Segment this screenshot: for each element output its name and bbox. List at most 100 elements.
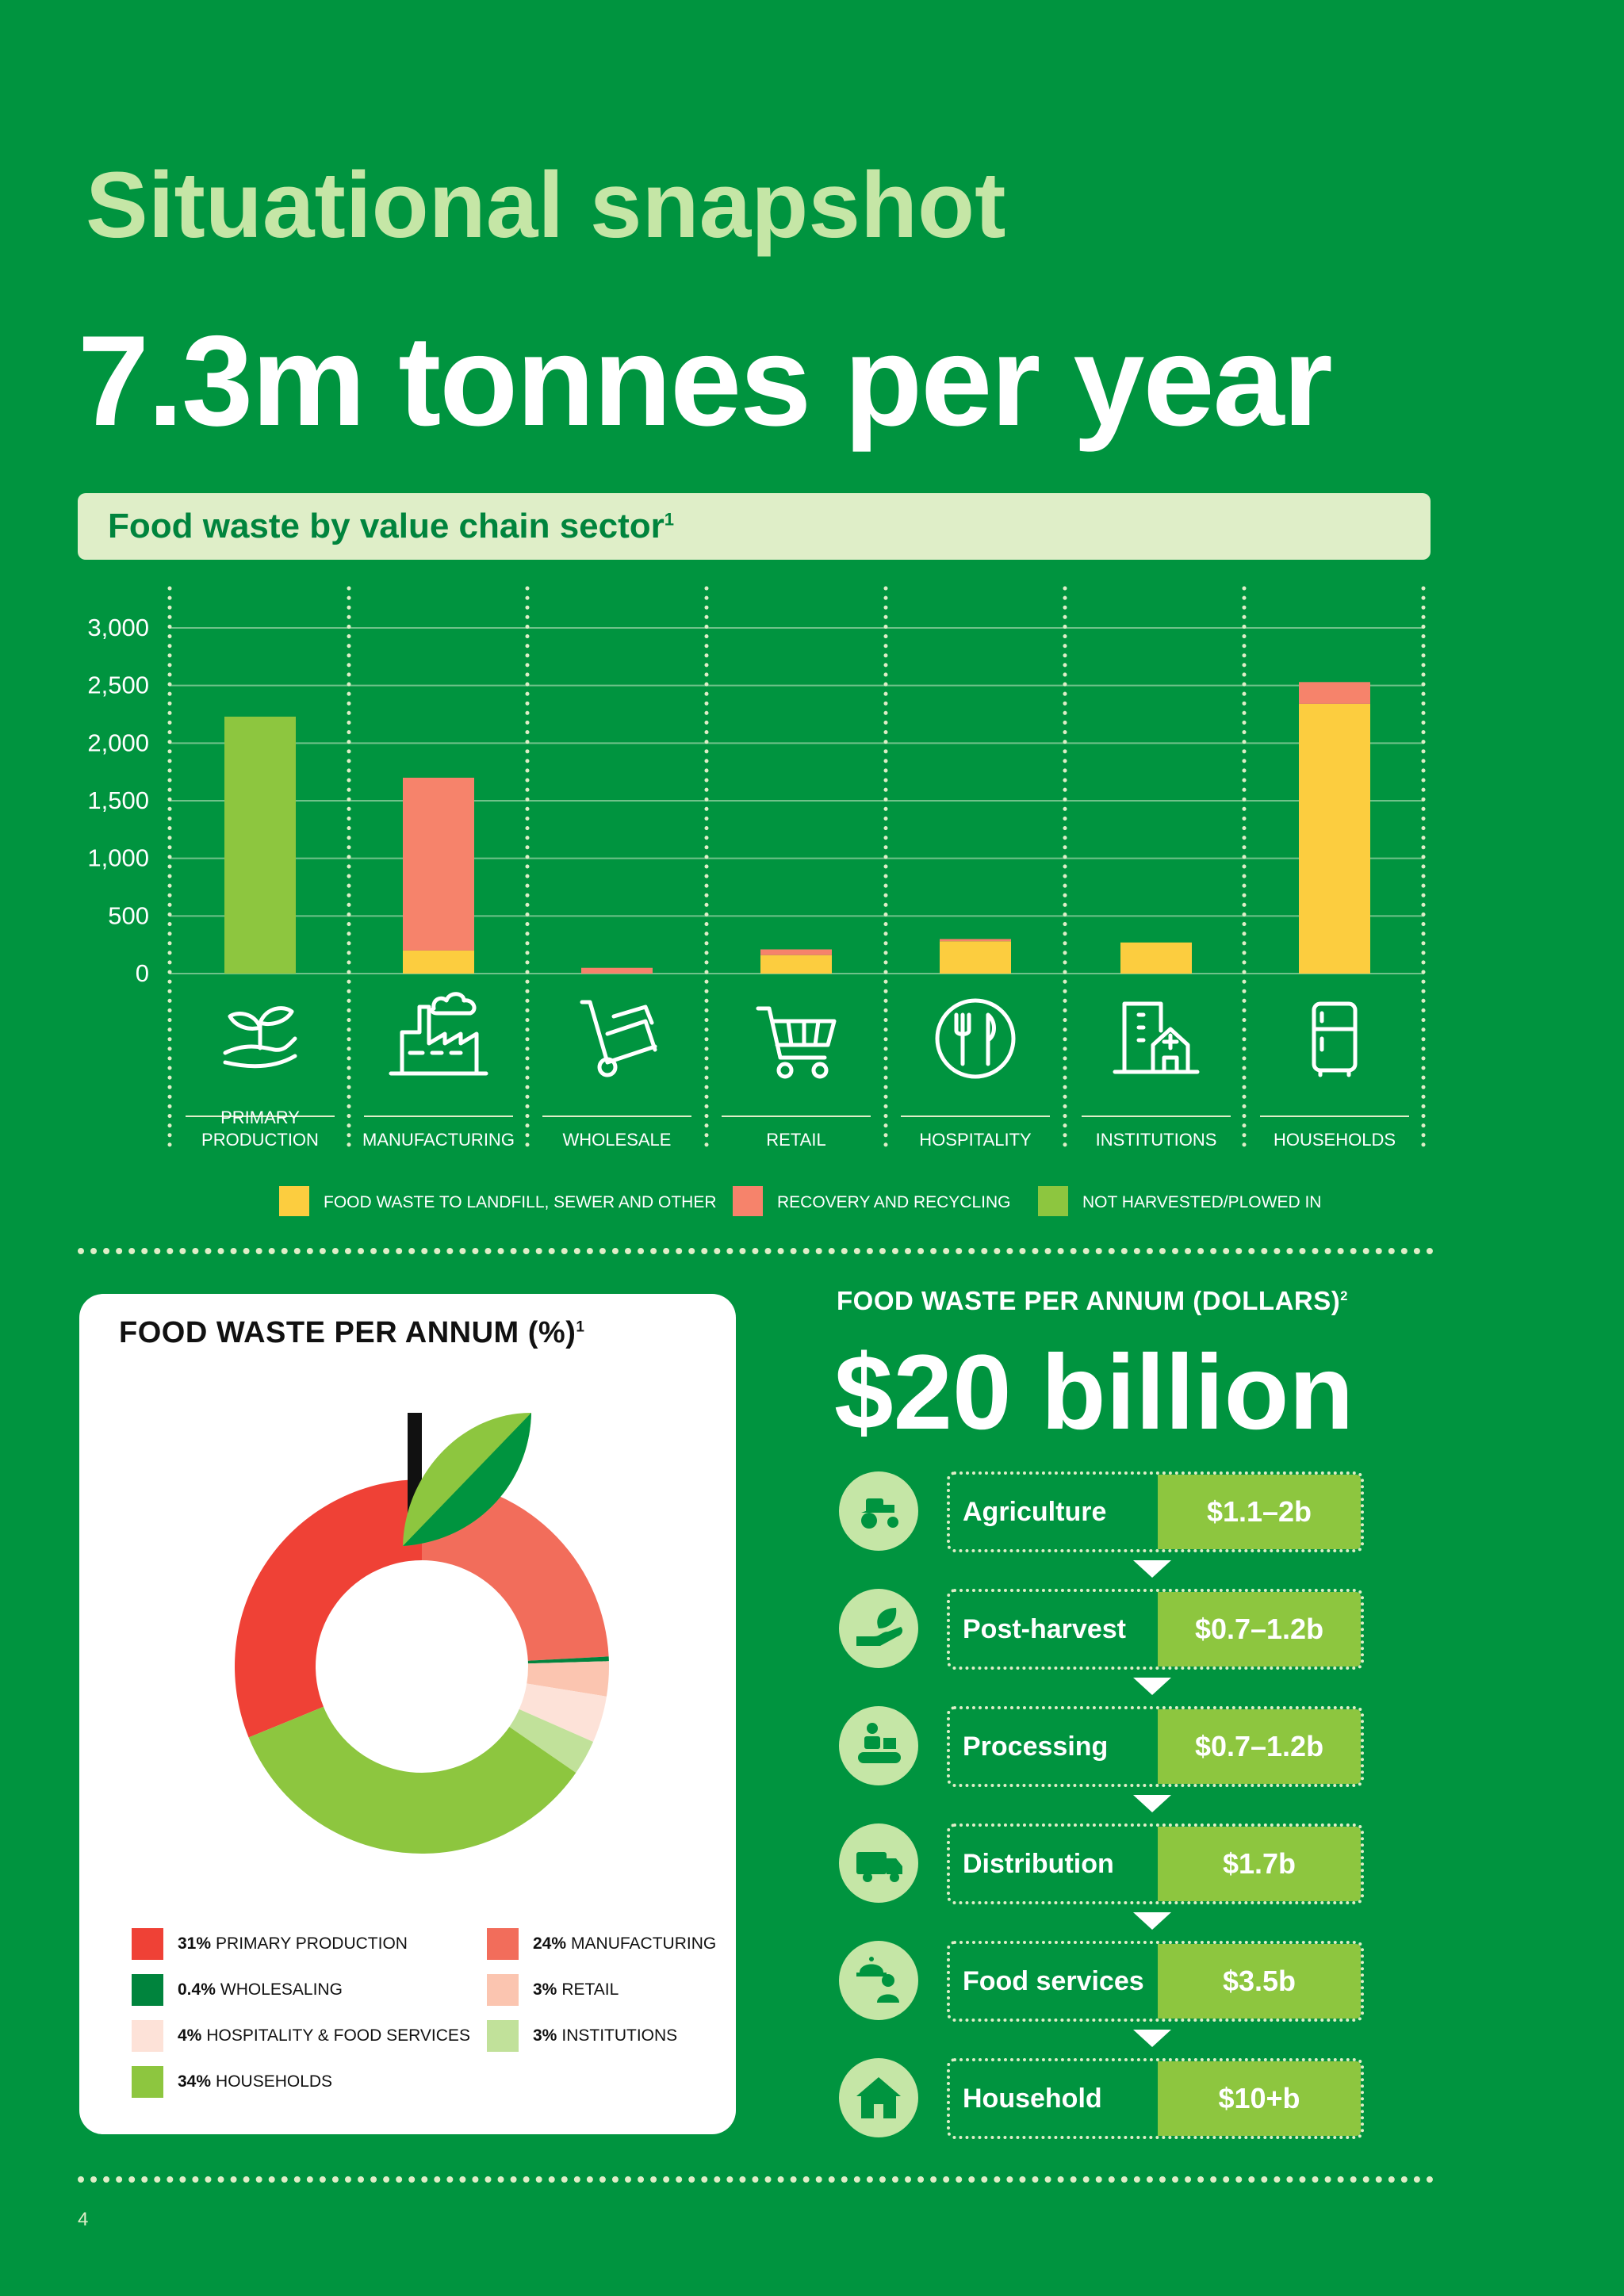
pie-legend-item: 0.4% WHOLESALING — [132, 1974, 343, 2006]
x-category-label: PRIMARY — [220, 1108, 300, 1127]
seedling-hand-icon — [223, 1006, 297, 1069]
factory-icon — [389, 992, 488, 1076]
bar-chart-banner: Food waste by value chain sector1 — [78, 493, 1431, 560]
pie-legend-item: 3% RETAIL — [487, 1974, 619, 2006]
donut-slice — [527, 1661, 609, 1697]
x-category-label: HOUSEHOLDS — [1274, 1130, 1396, 1150]
dollars-total-value: $20 billion — [834, 1334, 1354, 1452]
bar-chart-title: Food waste by value chain sector1 — [108, 507, 674, 546]
donut-slice — [248, 1706, 576, 1854]
pie-legend-swatch — [132, 2066, 163, 2098]
value-chain-row: Household $10+b — [839, 2058, 1364, 2139]
legend-label: FOOD WASTE TO LANDFILL, SEWER AND OTHER — [324, 1193, 717, 1211]
pie-legend-label: MANUFACTURING — [571, 1934, 717, 1953]
pie-legend-item: 31% PRIMARY PRODUCTION — [132, 1928, 408, 1960]
pie-legend-percent: 24% — [533, 1934, 567, 1953]
bar-chart: 3,000 2,500 2,000 1,500 1,000 500 0 PRIMARY PROD… — [87, 586, 1426, 1216]
x-category-label: HOSPITALITY — [919, 1130, 1032, 1150]
pie-legend-label: WHOLESALING — [220, 1980, 343, 1999]
hand-leaf-icon — [839, 1589, 918, 1668]
value-chain-amount: $1.7b — [1158, 1827, 1361, 1901]
bar-segment — [940, 941, 1011, 974]
pie-legend-swatch — [132, 2020, 163, 2052]
y-tick-label: 1,000 — [87, 844, 149, 872]
y-tick-label: 1,500 — [87, 786, 149, 814]
value-chain-label: Food services — [963, 1965, 1144, 1996]
bar-segment — [1299, 682, 1370, 704]
section-divider-top — [78, 1248, 1434, 1254]
bar-chart-title-text: Food waste by value chain sector — [108, 507, 665, 545]
pie-legend-label: INSTITUTIONS — [561, 2026, 678, 2045]
legend-swatch — [279, 1186, 309, 1216]
pie-legend-percent: 34% — [178, 2072, 212, 2091]
pie-legend-label: HOSPITALITY & FOOD SERVICES — [206, 2026, 470, 2045]
value-chain-amount: $0.7–1.2b — [1158, 1592, 1361, 1667]
pie-chart-card: FOOD WASTE PER ANNUM (%)1 31% PRIMARY PRO… — [79, 1294, 736, 2134]
pie-legend-swatch — [487, 1928, 519, 1960]
chain-down-arrow-icon — [1133, 1912, 1171, 1930]
bar-segment — [940, 939, 1011, 942]
apple-leaf-shadow — [403, 1413, 531, 1546]
house-icon — [839, 2058, 918, 2137]
value-chain-box: Distribution $1.7b — [947, 1823, 1364, 1904]
hospital-building-icon — [1113, 1001, 1200, 1074]
pie-legend-percent: 31% — [178, 1934, 212, 1953]
pie-chart-title-footnote: 1 — [576, 1318, 585, 1336]
hand-truck-icon — [580, 1000, 657, 1077]
x-category-label: MANUFACTURING — [362, 1130, 515, 1150]
page-title: Situational snapshot — [86, 153, 1006, 258]
chain-down-arrow-icon — [1133, 1678, 1171, 1695]
shopping-cart-icon — [756, 1006, 837, 1079]
tractor-icon-glyph — [861, 1498, 898, 1529]
plate-cutlery-icon — [935, 998, 1016, 1079]
legend-label: RECOVERY AND RECYCLING — [777, 1193, 1010, 1211]
bar-chart-title-footnote: 1 — [664, 509, 675, 530]
x-category-label: INSTITUTIONS — [1096, 1130, 1217, 1150]
pie-legend-percent: 4% — [178, 2026, 202, 2045]
y-tick-label: 0 — [136, 959, 149, 987]
value-chain-label: Household — [963, 2083, 1102, 2114]
pie-legend-label: RETAIL — [561, 1980, 619, 1999]
bar-segment — [581, 967, 653, 974]
value-chain-row: Processing $0.7–1.2b — [839, 1706, 1364, 1787]
pie-legend-item: 34% HOUSEHOLDS — [132, 2066, 332, 2098]
legend-swatch — [733, 1186, 763, 1216]
donut-chart — [235, 1413, 609, 1854]
pie-legend-percent: 0.4% — [178, 1980, 216, 1999]
legend-label: NOT HARVESTED/PLOWED IN — [1082, 1193, 1321, 1211]
house-icon-glyph — [856, 2077, 901, 2118]
page-number: 4 — [78, 2209, 89, 2230]
value-chain-box: Household $10+b — [947, 2058, 1364, 2139]
conveyor-worker-icon — [839, 1706, 918, 1785]
bar-segment — [1299, 703, 1370, 974]
value-chain-label: Agriculture — [963, 1496, 1107, 1527]
chain-down-arrow-icon — [1133, 2030, 1171, 2047]
value-chain-label: Distribution — [963, 1848, 1114, 1879]
value-chain-row: Post-harvest $0.7–1.2b — [839, 1589, 1364, 1670]
waiter-cloche-icon-glyph — [856, 1957, 899, 2003]
bar-segment — [403, 777, 474, 951]
value-chain-label: Processing — [963, 1731, 1109, 1762]
pie-legend-swatch — [487, 1974, 519, 2006]
value-chain-box: Food services $3.5b — [947, 1941, 1364, 2022]
donut-slice — [235, 1479, 422, 1738]
pie-legend-label: PRIMARY PRODUCTION — [216, 1934, 408, 1953]
bar-segment — [403, 950, 474, 974]
value-chain-amount: $3.5b — [1158, 1944, 1361, 2019]
y-tick-label: 3,000 — [87, 614, 149, 641]
x-category-label: RETAIL — [766, 1130, 825, 1150]
value-chain-amount: $10+b — [1158, 2061, 1361, 2136]
donut-slice — [519, 1683, 607, 1742]
waiter-cloche-icon — [839, 1941, 918, 2020]
dollars-heading-text: FOOD WASTE PER ANNUM (DOLLARS) — [837, 1286, 1341, 1315]
donut-slice — [509, 1709, 594, 1773]
x-category-label: PRODUCTION — [201, 1130, 319, 1150]
bar-segment — [760, 955, 832, 974]
tractor-icon — [839, 1471, 918, 1551]
delivery-truck-icon — [839, 1823, 918, 1903]
y-tick-label: 500 — [108, 901, 149, 929]
value-chain-row: Distribution $1.7b — [839, 1823, 1364, 1904]
dollars-heading: FOOD WASTE PER ANNUM (DOLLARS)2 — [837, 1286, 1348, 1316]
value-chain-row: Food services $3.5b — [839, 1941, 1364, 2022]
pie-legend-item: 3% INSTITUTIONS — [487, 2020, 677, 2052]
